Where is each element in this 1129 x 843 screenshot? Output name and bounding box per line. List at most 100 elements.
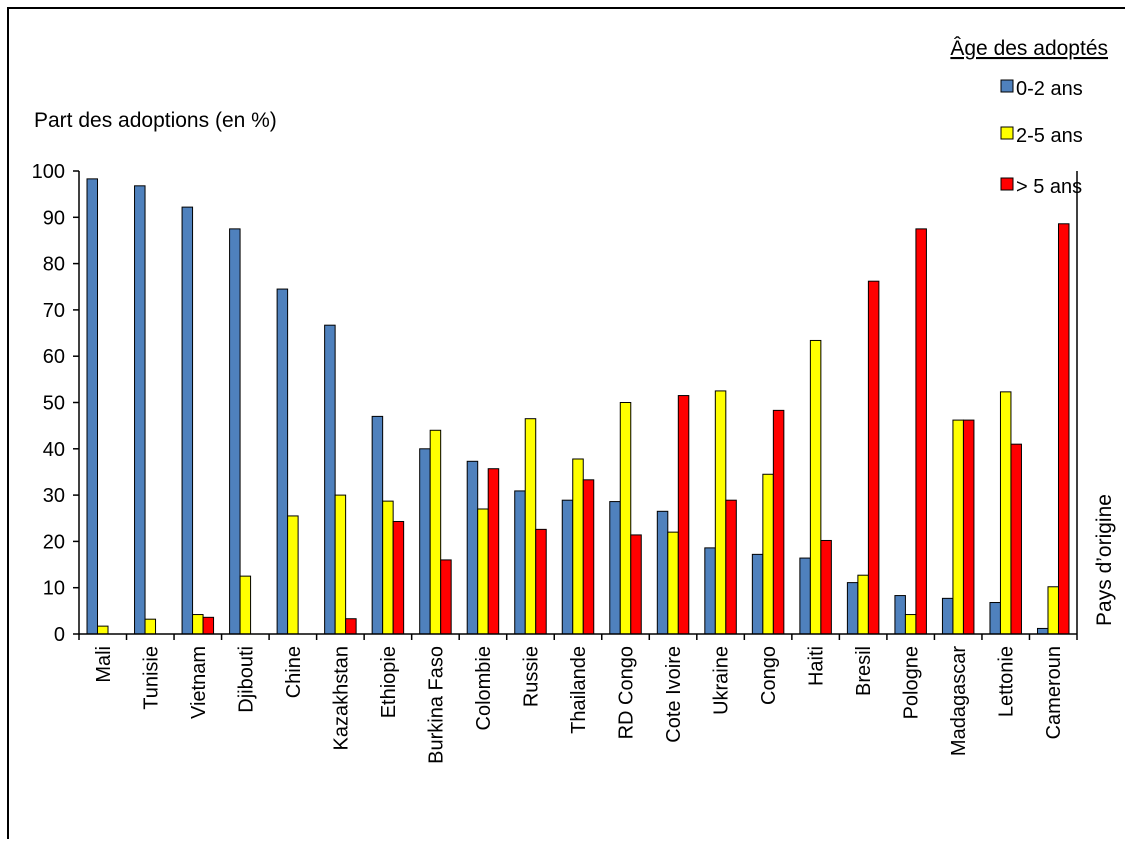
y-tick-label: 50	[43, 393, 65, 415]
bar-burkina-faso-series-3	[440, 559, 452, 635]
y-tick-label: 70	[43, 300, 65, 322]
x-tick-label: Cameroun	[1043, 646, 1065, 739]
x-tick-label: Congo	[758, 646, 780, 705]
y-tick-label: 30	[43, 485, 65, 507]
bar-thailande-series-1	[561, 499, 574, 635]
bar-congo-series-3	[772, 409, 785, 635]
x-tick-label: Burkina Faso	[425, 646, 447, 764]
bar-russie-series-2	[524, 418, 537, 635]
x-tick-label: Haiti	[806, 646, 828, 686]
bar-bresil-series-2	[857, 574, 869, 635]
bar-madagascar-series-2	[952, 419, 964, 635]
legend-title: Âge des adoptés	[950, 37, 1108, 60]
bar-lettonie-series-3	[1010, 443, 1022, 635]
x-tick-label: Madagascar	[948, 646, 970, 756]
bar-mali-series-2	[97, 625, 109, 635]
x-tick-label: Bresil	[853, 646, 875, 696]
x-tick-label: Lettonie	[996, 646, 1018, 717]
chart-frame	[7, 7, 1125, 839]
bar-colombie-series-2	[477, 508, 489, 635]
bar-pologne-series-1	[894, 595, 906, 635]
legend-label-3: > 5 ans	[1016, 176, 1082, 198]
bar-vietnam-series-2	[192, 614, 204, 635]
bar-kazakhstan-series-3	[345, 618, 357, 635]
bar-cote-ivoire-series-3	[677, 395, 690, 635]
x-tick-label: Chine	[283, 646, 305, 698]
legend: 0-2 ans 2-5 ans > 5 ans	[1000, 78, 1083, 198]
bar-congo-series-1	[751, 553, 764, 635]
bar-tunisie-series-1	[134, 185, 146, 635]
bar-haiti-series-3	[820, 539, 832, 635]
y-tick-label: 0	[54, 624, 65, 646]
bar-bresil-series-1	[846, 582, 859, 635]
bar-mali-series-1	[86, 178, 99, 635]
x-axis-title: Pays d’origine	[1093, 494, 1116, 626]
bar-ukraine-series-3	[725, 499, 737, 635]
bar-haiti-series-1	[799, 557, 811, 635]
x-tick-label: Ethiopie	[378, 646, 400, 718]
y-tick-label: 20	[43, 531, 65, 553]
bar-ukraine-series-1	[704, 547, 716, 635]
bar-vietnam-series-3	[202, 616, 215, 635]
x-tick-label: Kazakhstan	[330, 646, 352, 751]
bar-thailande-series-2	[572, 458, 584, 635]
bar-kazakhstan-series-2	[334, 494, 347, 635]
bar-cote-ivoire-series-2	[667, 531, 679, 635]
x-tick-label: Vietnam	[188, 646, 210, 719]
bar-burkina-faso-series-2	[429, 429, 442, 635]
bar-rd-congo-series-3	[630, 534, 642, 635]
bar-madagascar-series-1	[941, 597, 954, 635]
bar-bresil-series-3	[867, 280, 880, 635]
bar-tunisie-series-2	[144, 618, 157, 635]
y-axis-title: Part des adoptions (en %)	[34, 109, 277, 132]
legend-swatch-3	[1000, 177, 1014, 191]
x-tick-label: Mali	[93, 646, 115, 683]
bar-cote-ivoire-series-1	[656, 510, 669, 635]
y-tick-label: 60	[43, 346, 65, 368]
bar-thailande-series-3	[582, 479, 595, 635]
bar-colombie-series-1	[466, 460, 479, 635]
x-tick-label: Ukraine	[711, 646, 733, 715]
x-tick-label: Thailande	[568, 646, 590, 734]
x-tick-label: RD Congo	[616, 646, 638, 739]
bar-djibouti-series-1	[229, 228, 241, 635]
bar-congo-series-2	[762, 473, 774, 635]
bar-colombie-series-3	[487, 468, 500, 635]
x-tick-label: Pologne	[901, 646, 923, 719]
x-tick-label: Tunisie	[140, 646, 162, 710]
bar-ethiopie-series-2	[382, 500, 394, 635]
bar-rd-congo-series-1	[609, 501, 621, 635]
bar-ethiopie-series-3	[392, 520, 405, 635]
y-tick-label: 100	[32, 161, 65, 183]
x-tick-label: Cote Ivoire	[663, 646, 685, 743]
y-tick-label: 10	[43, 578, 65, 600]
bar-lettonie-series-2	[999, 391, 1012, 635]
bar-madagascar-series-3	[962, 419, 975, 635]
legend-swatch-2	[1000, 126, 1014, 140]
bar-pologne-series-3	[915, 228, 927, 635]
legend-label-1: 0-2 ans	[1016, 78, 1083, 100]
bar-chine-series-2	[287, 515, 299, 635]
bar-cameroun-series-3	[1057, 223, 1070, 635]
bar-cameroun-series-2	[1047, 586, 1059, 635]
legend-swatch-1	[1000, 79, 1014, 93]
bar-lettonie-series-1	[989, 602, 1001, 635]
bar-cameroun-series-1	[1036, 627, 1049, 635]
bar-rd-congo-series-2	[619, 402, 632, 635]
bar-ethiopie-series-1	[371, 415, 384, 635]
bar-burkina-faso-series-1	[419, 448, 431, 635]
x-tick-label: Russie	[521, 646, 543, 707]
x-tick-label: Colombie	[473, 646, 495, 730]
bar-djibouti-series-2	[239, 575, 252, 635]
x-tick-label: Djibouti	[235, 646, 257, 713]
bar-russie-series-3	[535, 528, 547, 635]
bar-vietnam-series-1	[181, 206, 194, 635]
y-tick-label: 90	[43, 207, 65, 229]
bar-ukraine-series-2	[714, 390, 727, 635]
bar-haiti-series-2	[809, 339, 822, 635]
legend-label-2: 2-5 ans	[1016, 125, 1083, 147]
bar-pologne-series-2	[904, 614, 917, 635]
y-tick-label: 80	[43, 254, 65, 276]
bar-kazakhstan-series-1	[324, 324, 336, 635]
